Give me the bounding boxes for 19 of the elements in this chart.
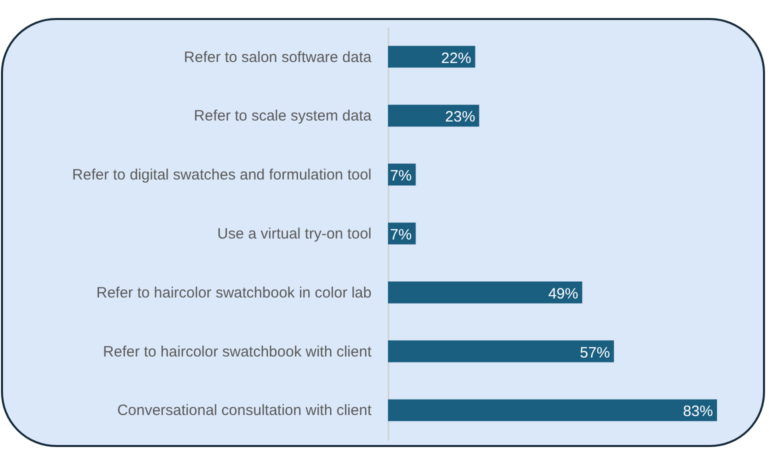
bar (388, 340, 614, 362)
data-label: 57% (580, 344, 610, 362)
data-label: 49% (548, 285, 578, 302)
y-tick-label: Refer to salon software data (184, 48, 372, 66)
bar (388, 46, 476, 68)
data-label: 23% (445, 108, 476, 126)
data-label: 22% (441, 50, 472, 67)
bar (388, 104, 480, 127)
data-label: 7% (390, 168, 412, 185)
data-label: 83% (682, 403, 713, 420)
bar (388, 282, 582, 304)
y-tick-label: Conversational consultation with client (117, 402, 372, 420)
data-label: 7% (390, 226, 412, 244)
y-tick-label: Refer to haircolor swatchbook in color lab (96, 284, 372, 302)
y-tick-label: Refer to digital swatches and formulation tool (72, 166, 372, 184)
y-tick-label: Refer to haircolor swatchbook with client (103, 343, 372, 360)
y-tick-label: Use a virtual try-on tool (217, 226, 372, 242)
bar (388, 399, 717, 422)
y-tick-label: Refer to scale system data (194, 108, 372, 125)
